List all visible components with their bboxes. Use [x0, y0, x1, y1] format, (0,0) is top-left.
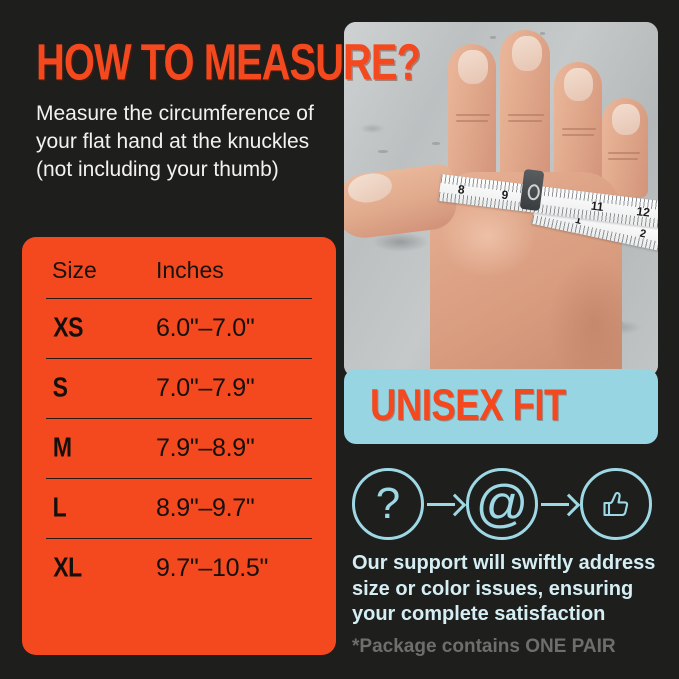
- concrete-speck: [540, 32, 545, 35]
- size-chart-panel: Size Inches XS 6.0"–7.0" S 7.0"–7.9" M 7…: [22, 237, 336, 655]
- table-header-row: Size Inches: [46, 257, 312, 299]
- knuckle-crease: [608, 158, 638, 160]
- middle-fingernail: [512, 36, 542, 71]
- concrete-speck: [490, 36, 496, 39]
- inches-value: 6.0"–7.0": [150, 298, 312, 359]
- knuckle-crease: [562, 128, 596, 130]
- size-chart-table: Size Inches XS 6.0"–7.0" S 7.0"–7.9" M 7…: [46, 257, 312, 598]
- size-label: L: [46, 478, 150, 539]
- ring-fingernail: [564, 68, 593, 101]
- knuckle-crease: [508, 120, 542, 122]
- pinky-fingernail: [612, 104, 640, 135]
- concrete-speck: [378, 150, 388, 153]
- inches-value: 7.9"–8.9": [150, 418, 312, 479]
- arrow-right-icon: [539, 493, 579, 515]
- question-mark-icon: ?: [352, 468, 424, 540]
- size-label: XL: [46, 538, 150, 598]
- size-label: S: [46, 358, 150, 419]
- tape-number: 8: [457, 182, 466, 197]
- size-label-text: M: [52, 432, 72, 464]
- question-mark-glyph: ?: [375, 479, 401, 528]
- column-header-inches: Inches: [156, 257, 224, 283]
- hand-measurement-photo: 1 2 8 9 11 12: [344, 22, 658, 377]
- unisex-fit-banner: UNISEX FIT: [344, 369, 658, 444]
- tape-number: 9: [500, 187, 510, 203]
- index-fingernail: [458, 50, 488, 84]
- unisex-fit-label: UNISEX FIT: [370, 381, 566, 431]
- at-sign-glyph: @: [475, 475, 529, 533]
- tape-number: 11: [590, 198, 605, 215]
- knuckle-crease: [608, 152, 640, 154]
- knuckle-crease: [508, 114, 544, 116]
- knuckle-crease: [562, 134, 594, 136]
- thumbs-up-icon: [580, 468, 652, 540]
- tape-number: 12: [635, 204, 651, 220]
- size-label: XS: [46, 298, 150, 359]
- knuckle-crease: [456, 120, 488, 122]
- package-footnote: *Package contains ONE PAIR: [352, 636, 616, 657]
- inches-value: 9.7"–10.5": [150, 538, 312, 598]
- thumbs-up-glyph: [603, 491, 629, 517]
- at-sign-icon: @: [466, 468, 538, 540]
- knuckle-crease: [456, 114, 490, 116]
- support-message: Our support will swiftly address size or…: [352, 552, 656, 626]
- table-row: L 8.9"–9.7": [46, 478, 312, 539]
- inches-value: 7.0"–7.9": [150, 358, 312, 419]
- size-label: M: [46, 418, 150, 479]
- table-row: XS 6.0"–7.0": [46, 298, 312, 359]
- table-row: XL 9.7"–10.5": [46, 538, 312, 598]
- size-label-text: L: [52, 492, 67, 524]
- inches-value: 8.9"–9.7": [150, 478, 312, 539]
- concrete-speck: [432, 142, 440, 145]
- table-row: M 7.9"–8.9": [46, 418, 312, 479]
- column-header-size: Size: [52, 257, 97, 283]
- page-title: HOW TO MEASURE?: [36, 33, 421, 91]
- size-label-text: XS: [53, 312, 84, 344]
- support-flow-icons: ? @: [352, 466, 652, 542]
- intro-text: Measure the circumference of your flat h…: [36, 102, 314, 181]
- size-label-text: S: [52, 372, 68, 404]
- table-row: S 7.0"–7.9": [46, 358, 312, 419]
- arrow-right-icon: [425, 493, 465, 515]
- size-label-text: XL: [53, 552, 82, 584]
